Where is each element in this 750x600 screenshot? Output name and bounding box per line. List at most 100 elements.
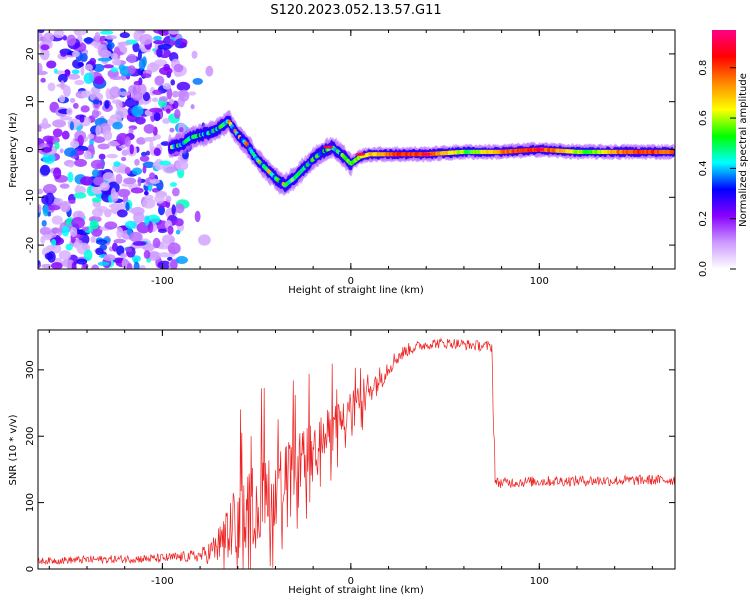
x-tick-label: 0 <box>348 276 354 287</box>
noise-blob <box>46 204 61 211</box>
noise-blob <box>41 146 53 153</box>
noise-blob <box>125 247 133 253</box>
noise-blob <box>162 82 171 90</box>
y-tick-label: 20 <box>25 48 36 61</box>
noise-blob <box>97 57 112 62</box>
noise-blob <box>158 160 171 166</box>
noise-blob <box>126 53 137 64</box>
snr-x-ticks: -100 0 100 <box>48 330 653 587</box>
ridge-peak <box>534 147 545 152</box>
noise-blob <box>169 39 174 48</box>
noise-blob <box>128 84 141 95</box>
noise-blob <box>38 62 43 74</box>
noise-blob <box>68 162 74 168</box>
noise-blob <box>73 192 87 199</box>
noise-blob <box>131 206 145 216</box>
noise-blob <box>38 203 42 213</box>
noise-blob <box>59 148 64 154</box>
noise-blob <box>176 81 191 92</box>
noise-blob <box>120 252 128 259</box>
noise-blob <box>58 250 72 261</box>
noise-blob <box>97 261 110 266</box>
noise-blob <box>72 50 80 58</box>
colorbar-tick-label: 0.2 <box>698 211 709 227</box>
noise-blob <box>38 260 41 266</box>
noise-blob <box>165 195 172 203</box>
noise-blob <box>62 35 68 41</box>
x-tick-label: 100 <box>530 576 549 587</box>
noise-blob <box>143 250 151 259</box>
noise-blob <box>145 150 151 156</box>
noise-blob <box>171 187 180 197</box>
noise-blob <box>52 119 67 128</box>
noise-blob <box>154 75 165 86</box>
noise-blob <box>53 167 62 180</box>
noise-blob <box>162 163 177 174</box>
noise-blob <box>97 143 110 150</box>
noise-blob <box>112 121 123 130</box>
spectrogram-y-ticks: -20 -10 0 10 20 <box>25 48 675 253</box>
noise-blob <box>149 172 156 180</box>
ridge-peak <box>421 152 432 156</box>
noise-blob <box>141 73 152 79</box>
noise-blob <box>73 30 88 36</box>
noise-blob <box>131 105 144 117</box>
noise-blob <box>141 151 147 157</box>
noise-blob <box>113 238 126 244</box>
noise-blob <box>72 102 79 109</box>
noise-blob <box>71 261 77 269</box>
colorbar-tick-label: 0.4 <box>698 160 709 176</box>
noise-blob <box>95 239 108 245</box>
noise-blob <box>64 147 78 158</box>
noise-blob <box>65 243 73 251</box>
noise-blob <box>191 50 198 59</box>
noise-blob <box>51 262 63 269</box>
noise-blob <box>50 238 57 247</box>
noise-blob <box>84 64 93 71</box>
snr-plot-area <box>38 330 675 569</box>
noise-blob <box>39 164 51 176</box>
noise-blob <box>100 30 114 35</box>
noise-blob <box>167 242 181 255</box>
noise-blob <box>109 86 121 98</box>
spectrogram-x-label: Height of straight line (km) <box>288 285 424 296</box>
noise-blob <box>132 241 147 246</box>
noise-blob <box>171 204 176 215</box>
noise-blob <box>158 252 171 258</box>
noise-blob <box>113 161 121 167</box>
noise-blob <box>80 53 88 62</box>
noise-blob <box>39 52 50 59</box>
noise-blob <box>63 85 71 97</box>
x-tick-label: -100 <box>151 276 174 287</box>
noise-blob <box>91 264 100 269</box>
noise-blob <box>156 47 163 58</box>
noise-blob <box>147 251 161 261</box>
noise-blob <box>170 79 176 86</box>
noise-blob <box>61 201 69 212</box>
noise-blob <box>79 115 85 123</box>
noise-blob <box>138 58 146 71</box>
noise-blob <box>115 173 123 185</box>
y-tick-label: 200 <box>25 427 36 446</box>
noise-blob <box>198 234 211 246</box>
noise-blob <box>45 192 55 205</box>
noise-blob <box>68 199 76 204</box>
noise-blob <box>153 40 165 45</box>
noise-blob <box>58 94 66 103</box>
noise-blob <box>154 59 168 67</box>
noise-blob <box>66 107 73 116</box>
noise-blob <box>80 105 90 113</box>
noise-blob <box>142 91 151 102</box>
noise-blob <box>132 42 140 53</box>
noise-blob <box>93 136 106 144</box>
noise-blob <box>153 35 162 41</box>
noise-blob <box>143 124 155 134</box>
spectrogram-y-label: Frequency (Hz) <box>8 112 19 188</box>
noise-blob <box>60 52 67 57</box>
noise-blob <box>169 127 175 133</box>
noise-blob <box>43 32 54 43</box>
y-tick-label: 0 <box>25 146 36 152</box>
noise-blob <box>99 243 108 251</box>
noise-blob <box>142 243 155 252</box>
